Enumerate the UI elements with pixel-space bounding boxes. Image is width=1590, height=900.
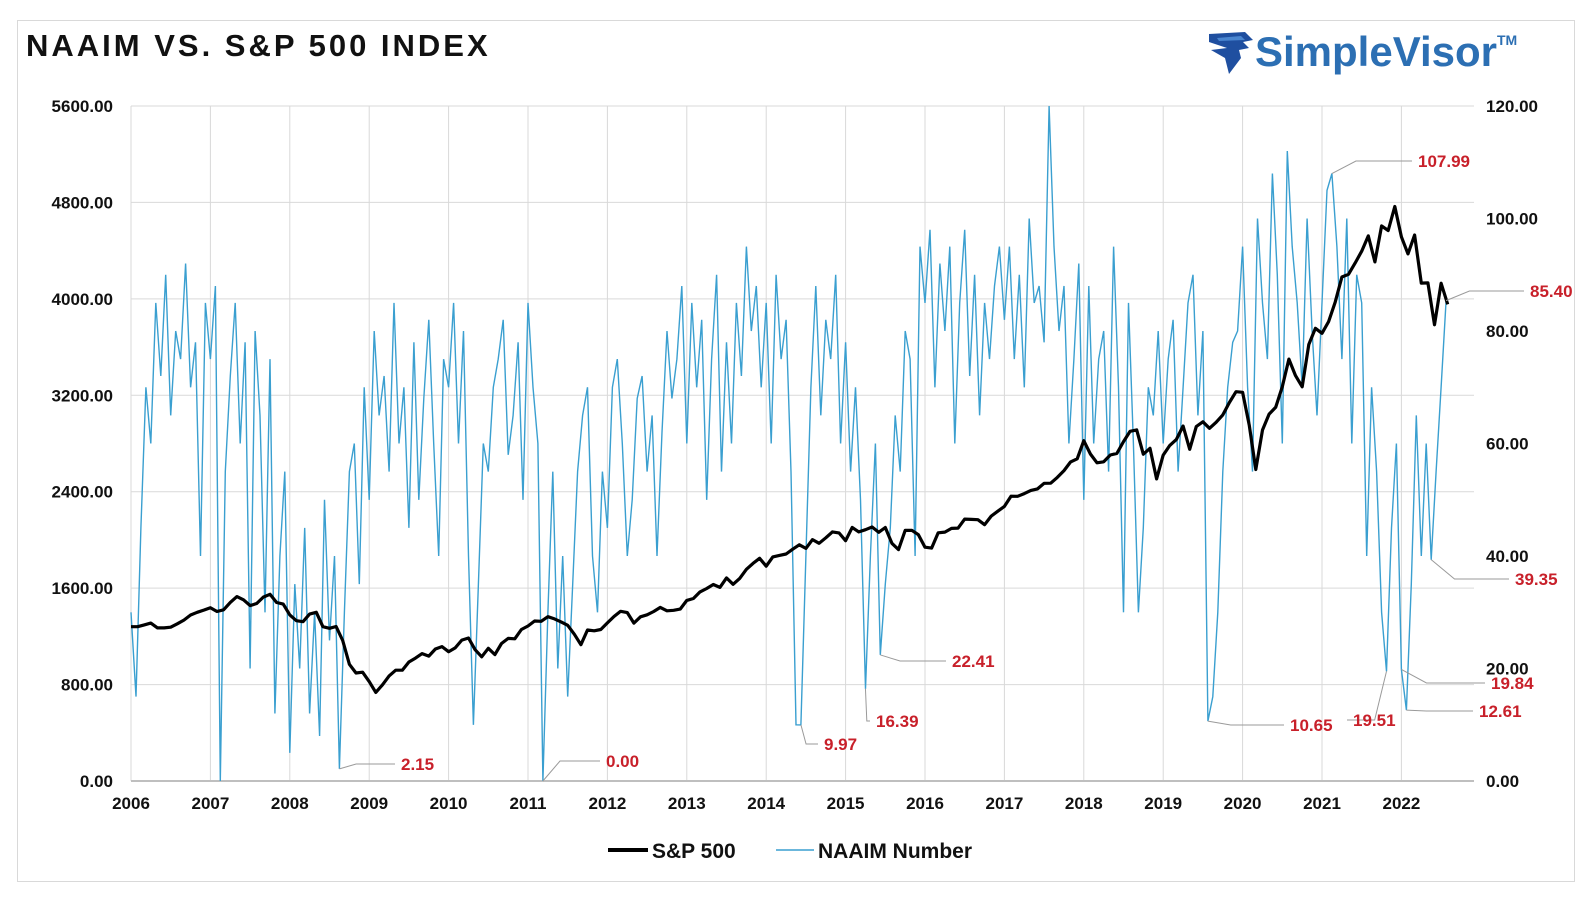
- annotation-leader: [1207, 720, 1284, 726]
- simplevisor-logo: SimpleVisor TM: [1205, 28, 1517, 76]
- y-left-tick-label: 2400.00: [52, 483, 113, 502]
- annotation-label: 19.51: [1353, 711, 1396, 730]
- y-left-tick-label: 3200.00: [52, 386, 113, 405]
- annotation-label: 39.35: [1515, 570, 1558, 589]
- legend-naaim-label: NAAIM Number: [818, 840, 972, 863]
- x-tick-label: 2011: [510, 794, 547, 813]
- x-tick-label: 2010: [430, 794, 468, 813]
- annotation-leader: [542, 760, 600, 782]
- annotation-leader: [1331, 160, 1412, 174]
- x-tick-label: 2018: [1065, 794, 1103, 813]
- annotation-leader: [339, 763, 395, 770]
- y-right-tick-label: 80.00: [1486, 322, 1529, 341]
- x-tick-label: 2021: [1303, 794, 1341, 813]
- annotation-label: 19.84: [1491, 674, 1534, 693]
- x-tick-label: 2019: [1144, 794, 1182, 813]
- naaim-number-line: [130, 105, 1447, 782]
- annotation-label: 10.65: [1290, 716, 1333, 735]
- annotation-label: 85.40: [1530, 282, 1573, 301]
- annotation-leader: [800, 724, 818, 745]
- annotation-label: 107.99: [1418, 152, 1470, 171]
- x-tick-label: 2016: [906, 794, 944, 813]
- y-right-tick-label: 0.00: [1486, 772, 1519, 791]
- y-right-tick-label: 60.00: [1486, 435, 1529, 454]
- x-tick-label: 2014: [747, 794, 785, 813]
- x-tick-label: 2008: [271, 794, 309, 813]
- x-tick-label: 2009: [350, 794, 388, 813]
- annotation-label: 16.39: [876, 712, 919, 731]
- x-tick-label: 2017: [985, 794, 1023, 813]
- y-right-tick-label: 120.00: [1486, 97, 1538, 116]
- annotation-label: 2.15: [401, 755, 434, 774]
- y-right-tick-label: 40.00: [1486, 547, 1529, 566]
- annotation-leader: [1445, 290, 1524, 302]
- chart-frame: [17, 20, 1575, 882]
- x-tick-label: 2006: [112, 794, 150, 813]
- y-left-tick-label: 1600.00: [52, 579, 113, 598]
- y-left-tick-label: 4800.00: [52, 193, 113, 212]
- logo-text: SimpleVisor: [1255, 28, 1497, 75]
- annotation-leader: [1406, 709, 1473, 712]
- annotation-leader: [864, 688, 870, 722]
- y-left-tick-label: 5600.00: [52, 97, 113, 116]
- legend-sp500-label: S&P 500: [652, 840, 736, 863]
- annotation-leader: [880, 654, 946, 662]
- x-tick-label: 2015: [827, 794, 865, 813]
- annotation-leader: [1401, 668, 1485, 684]
- annotation-leader: [1430, 559, 1509, 580]
- annotation-label: 22.41: [952, 652, 995, 671]
- x-tick-label: 2012: [588, 794, 626, 813]
- x-tick-label: 2013: [668, 794, 706, 813]
- y-right-tick-label: 20.00: [1486, 660, 1529, 679]
- x-tick-label: 2022: [1382, 794, 1420, 813]
- annotation-leader: [1347, 671, 1387, 721]
- y-right-tick-label: 100.00: [1486, 210, 1538, 229]
- annotation-label: 9.97: [824, 735, 857, 754]
- eagle-logo-icon: [1209, 32, 1253, 74]
- chart-title: NAAIM VS. S&P 500 INDEX: [26, 28, 491, 63]
- annotation-label: 0.00: [606, 752, 639, 771]
- x-tick-label: 2007: [191, 794, 229, 813]
- y-left-tick-label: 800.00: [61, 676, 113, 695]
- sp500-line: [131, 204, 1450, 694]
- y-left-tick-label: 4000.00: [52, 290, 113, 309]
- annotation-label: 12.61: [1479, 702, 1522, 721]
- y-left-tick-label: 0.00: [80, 772, 113, 791]
- logo-trademark: TM: [1497, 32, 1518, 48]
- x-tick-label: 2020: [1224, 794, 1262, 813]
